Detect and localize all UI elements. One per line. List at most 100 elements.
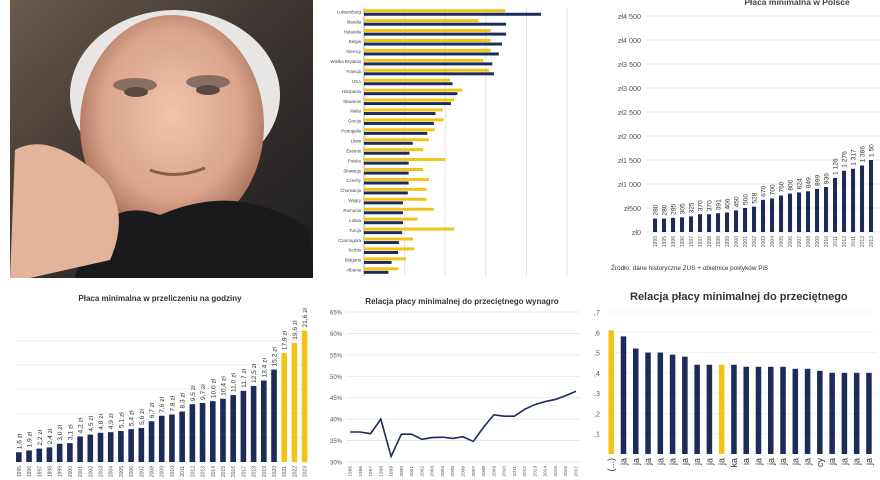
x-tick-label: ja xyxy=(864,458,874,466)
x-tick-label: 1998 xyxy=(716,236,722,247)
x-tick-label: cy xyxy=(815,458,825,468)
y-tick-label: zł0 xyxy=(632,228,641,237)
country-wage-svg: Luksemburg Irlandia Holandia Belgia Niemcy Wi… xyxy=(330,8,568,276)
bar xyxy=(169,414,175,462)
bar xyxy=(364,68,490,72)
category-label: USA xyxy=(352,79,361,84)
x-tick-label: 2009 xyxy=(491,466,497,477)
data-label: 4,9 zł xyxy=(108,413,115,429)
bar xyxy=(364,128,435,132)
bar xyxy=(364,9,506,13)
x-tick-label: 2010 xyxy=(170,466,176,477)
data-label: 1 50 xyxy=(869,144,876,157)
bar xyxy=(364,197,427,201)
x-tick-label: 2023 xyxy=(303,466,309,477)
data-label: 15,2 zł xyxy=(272,347,279,367)
data-label: 305 xyxy=(680,203,687,214)
x-tick-label: 1995 xyxy=(348,466,354,477)
data-label: 760 xyxy=(779,181,786,192)
ratio-countries-svg: Relacja płacy minimalnej do przeciętnego… xyxy=(594,291,876,472)
x-tick-label: 2013 xyxy=(532,466,538,477)
data-label: 824 xyxy=(797,178,804,189)
bar xyxy=(788,193,793,232)
y-tick-label: ,3 xyxy=(594,391,600,398)
bar xyxy=(680,217,685,232)
x-tick-label: 2011 xyxy=(512,466,518,477)
x-tick-label: ka xyxy=(729,458,739,468)
y-tick-label: ,1 xyxy=(594,432,600,439)
category-label: Bułgaria xyxy=(345,258,362,263)
x-tick-label: 1997 xyxy=(689,236,695,247)
bar xyxy=(291,342,298,462)
category-label: Serbia xyxy=(348,248,361,253)
y-tick-label: ,7 xyxy=(594,310,600,317)
data-label: 5,1 zł xyxy=(118,412,125,428)
data-label: 4,5 zł xyxy=(88,415,95,431)
x-tick-label: 1997 xyxy=(368,466,374,477)
x-tick-label: 1998 xyxy=(378,466,384,477)
x-tick-label: 2003 xyxy=(430,466,436,477)
x-tick-label: 2007 xyxy=(797,236,803,247)
x-tick-label: ja xyxy=(753,458,763,466)
bar xyxy=(364,227,455,231)
bar xyxy=(804,368,811,454)
x-tick-label: 2012 xyxy=(522,466,528,477)
bar xyxy=(26,450,32,462)
bar xyxy=(301,330,308,462)
category-label: Węgry xyxy=(348,198,361,203)
bar xyxy=(364,158,446,162)
y-tick-label: zł2 000 xyxy=(618,132,641,141)
chart-title: Płaca minimalna w Polsce xyxy=(744,0,850,7)
x-tick-label: ja xyxy=(827,458,837,466)
data-label: 280 xyxy=(662,204,669,215)
x-tick-label: 2017 xyxy=(241,466,247,477)
x-tick-label: 2003 xyxy=(761,236,767,247)
y-tick-label: 50% xyxy=(330,375,343,381)
data-label: 899 xyxy=(815,175,822,186)
bar xyxy=(364,52,499,56)
category-label: Polska xyxy=(348,158,362,163)
bar xyxy=(261,380,267,462)
x-tick-label: 1999 xyxy=(725,236,731,247)
data-label: 4,8 zł xyxy=(98,414,105,430)
x-tick-label: 2016 xyxy=(231,466,237,477)
x-tick-label: 2004 xyxy=(109,466,115,477)
x-tick-label: 2005 xyxy=(119,466,125,477)
bar xyxy=(645,352,651,454)
bar xyxy=(107,432,114,462)
x-tick-label: 2014 xyxy=(211,466,217,477)
x-tick-label: 2004 xyxy=(440,466,446,477)
category-label: Portugalia xyxy=(341,129,361,134)
bar xyxy=(364,168,424,171)
x-tick-label: 2001 xyxy=(743,236,749,247)
bar xyxy=(364,151,410,155)
x-tick-label: 1998 xyxy=(707,236,713,247)
bar xyxy=(669,354,676,454)
bar xyxy=(770,198,775,232)
bar xyxy=(698,214,703,232)
y-tick-label: zł2 500 xyxy=(618,108,641,117)
x-tick-label: 2012 xyxy=(860,236,866,247)
category-label: Hiszpania xyxy=(342,89,362,94)
bar xyxy=(671,217,676,232)
bar xyxy=(633,348,639,454)
y-tick-label: ,2 xyxy=(594,411,600,418)
bar xyxy=(833,177,838,232)
bar xyxy=(364,118,444,122)
bar xyxy=(743,366,749,454)
ratio-countries-chart: Relacja płacy minimalnej do przeciętnego… xyxy=(592,286,880,480)
data-label: 370 xyxy=(698,200,705,211)
x-tick-label: 2008 xyxy=(806,236,812,247)
data-label: 500 xyxy=(743,194,750,205)
bar xyxy=(657,352,664,454)
bar xyxy=(364,141,413,145)
bar xyxy=(364,221,403,225)
bar xyxy=(364,211,403,215)
data-label: 8,3 zł xyxy=(180,392,187,408)
minimal-wage-svg: Płaca minimalna w Polsce zł0 zł500 zł1 000 z… xyxy=(611,0,880,272)
category-label: Słowacja xyxy=(343,168,361,173)
bar xyxy=(779,195,784,232)
data-label: 1 126 xyxy=(833,158,840,175)
portrait-image xyxy=(10,0,313,278)
y-tick-label: zł3 000 xyxy=(618,84,641,93)
